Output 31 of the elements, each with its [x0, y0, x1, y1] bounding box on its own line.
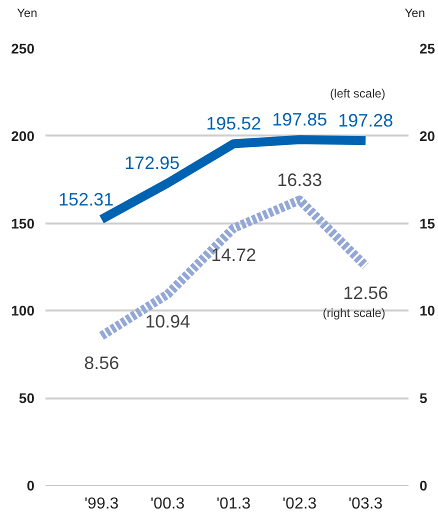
y-tick-label: 250 — [11, 40, 35, 56]
data-label: 16.33 — [277, 170, 322, 190]
y-tick-label: 0 — [26, 478, 35, 494]
y-tick-label: 150 — [11, 215, 35, 232]
y2-tick-label: 20 — [420, 128, 436, 144]
y-tick-label: 50 — [18, 390, 35, 406]
data-label: 172.95 — [124, 153, 180, 174]
y2-tick-label: 25 — [420, 40, 436, 56]
x-tick-label: '99.3 — [84, 496, 119, 512]
data-label: 14.72 — [211, 245, 256, 266]
data-label: 152.31 — [58, 189, 114, 210]
y-tick-label: 100 — [11, 302, 35, 319]
annotation: (right scale) — [322, 306, 386, 320]
data-label: 197.28 — [338, 110, 394, 131]
y-axis-title: Yen — [17, 5, 38, 22]
data-label: 12.56 — [343, 282, 388, 303]
y2-tick-label: 5 — [420, 390, 428, 406]
x-tick-label: '03.3 — [348, 496, 383, 512]
x-tick-label: '01.3 — [216, 496, 251, 512]
data-label: 195.52 — [206, 114, 262, 134]
y2-tick-label: 10 — [420, 302, 436, 319]
y2-axis-title: Yen — [404, 5, 425, 22]
y2-tick-label: 15 — [420, 215, 436, 232]
annotation: (left scale) — [330, 86, 386, 101]
data-label: 8.56 — [84, 352, 120, 373]
y2-tick-label: 0 — [420, 478, 428, 494]
y-tick-label: 200 — [11, 128, 35, 144]
data-label: 197.85 — [272, 110, 328, 130]
data-label: 10.94 — [145, 311, 190, 332]
x-tick-label: '00.3 — [150, 496, 185, 512]
x-tick-label: '02.3 — [282, 496, 317, 512]
